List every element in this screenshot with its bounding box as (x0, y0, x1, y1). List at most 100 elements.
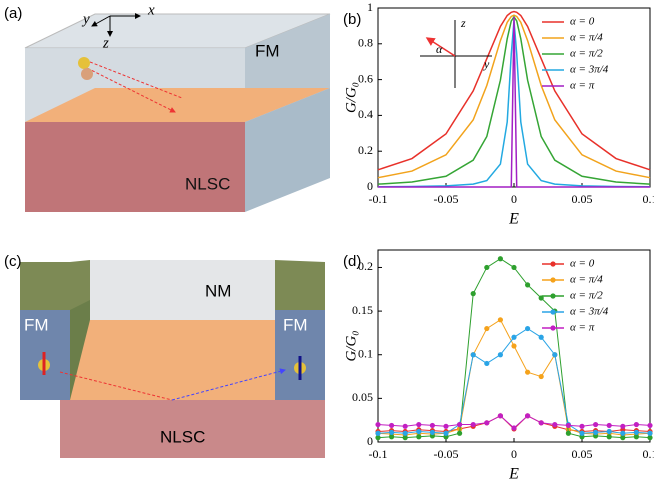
point (606, 434, 612, 440)
point (633, 434, 640, 440)
legend-label: α = 0 (570, 16, 595, 28)
legend-marker (550, 261, 556, 267)
point (497, 256, 503, 262)
label-fm: FM (255, 41, 280, 60)
legend-label: α = 3π/4 (570, 64, 609, 76)
point (402, 430, 408, 436)
point (511, 343, 517, 349)
axis-y: y (81, 11, 90, 27)
point (457, 421, 463, 428)
point (593, 421, 599, 428)
point (389, 434, 395, 440)
point (538, 420, 544, 426)
legend-label: α = π (570, 80, 595, 92)
point (389, 422, 395, 429)
x-axis-label: E (508, 211, 519, 228)
x-tick-label: -0.05 (434, 192, 459, 206)
point (511, 334, 517, 340)
legend-label: α = 0 (570, 258, 595, 270)
legend-marker (550, 325, 556, 331)
point (511, 425, 517, 431)
legend-marker (550, 277, 556, 283)
x-tick-label: 0.05 (572, 447, 593, 461)
x-tick-label: -0.05 (434, 447, 459, 461)
point (497, 317, 503, 323)
inset-label: z (460, 16, 466, 30)
point (620, 435, 626, 441)
point (484, 264, 490, 271)
point (375, 421, 381, 428)
y-tick-label: 0.2 (358, 259, 373, 273)
point (538, 334, 544, 340)
panel-label: (c) (4, 253, 22, 270)
point (443, 423, 449, 429)
legend-label: α = π/2 (570, 290, 603, 302)
y-tick-label: 0 (367, 434, 373, 448)
legend-label: α = π/2 (570, 48, 603, 60)
point (606, 428, 612, 435)
point (647, 430, 653, 436)
legend-label: α = π/4 (570, 32, 603, 44)
point (579, 430, 585, 436)
point (389, 429, 395, 435)
y-tick-label: 0.8 (358, 36, 373, 50)
point (429, 422, 435, 429)
y-tick-label: 0.05 (352, 390, 373, 404)
inset-label: α (436, 42, 443, 56)
inset-label: y (483, 57, 490, 71)
point (552, 421, 558, 428)
y-tick-label: 0.4 (358, 107, 373, 121)
point (579, 423, 585, 429)
legend-marker (550, 309, 556, 315)
point (484, 325, 490, 332)
point (416, 428, 422, 435)
point (606, 422, 612, 429)
x-tick-label: 0.1 (643, 192, 654, 206)
point (470, 421, 476, 428)
point (402, 423, 408, 429)
point (416, 421, 422, 428)
point (593, 429, 599, 435)
point (647, 422, 653, 429)
point (470, 352, 476, 358)
point (443, 430, 449, 436)
point (525, 369, 531, 375)
label-fm-right: FM (283, 315, 308, 334)
series-line (377, 10, 651, 171)
point (484, 420, 490, 426)
y-tick-label: 0.6 (358, 71, 373, 85)
legend-label: α = π (570, 322, 595, 334)
y-tick-label: 1 (367, 0, 373, 14)
x-tick-label: 0 (511, 447, 517, 461)
point (633, 421, 640, 428)
point (525, 413, 531, 419)
x-tick-label: -0.1 (369, 447, 388, 461)
point (525, 325, 531, 332)
point (552, 352, 558, 358)
legend-label: α = 3π/4 (570, 306, 609, 318)
series-line (377, 14, 651, 179)
panel-label: (a) (4, 5, 22, 22)
point (497, 352, 503, 358)
y-tick-label: 0.1 (358, 346, 373, 360)
y-axis-label: G/G₀ (343, 82, 359, 113)
y-tick-label: 0.15 (352, 303, 373, 317)
panel-label: (d) (343, 253, 361, 270)
panel-label: (b) (343, 11, 361, 28)
label-nm: NM (205, 281, 231, 300)
point (497, 413, 503, 419)
label-fm-left: FM (24, 315, 49, 334)
x-axis-label: E (508, 466, 519, 483)
point (620, 430, 626, 436)
label-nlsc: NLSC (185, 174, 230, 193)
point (484, 360, 490, 367)
diagram-a: (a) FM NLSC y x z (4, 2, 331, 212)
legend-marker (550, 293, 556, 299)
point (416, 434, 422, 440)
point (565, 430, 572, 436)
point (511, 264, 517, 271)
x-tick-label: -0.1 (369, 192, 388, 206)
series-line (378, 16, 650, 188)
